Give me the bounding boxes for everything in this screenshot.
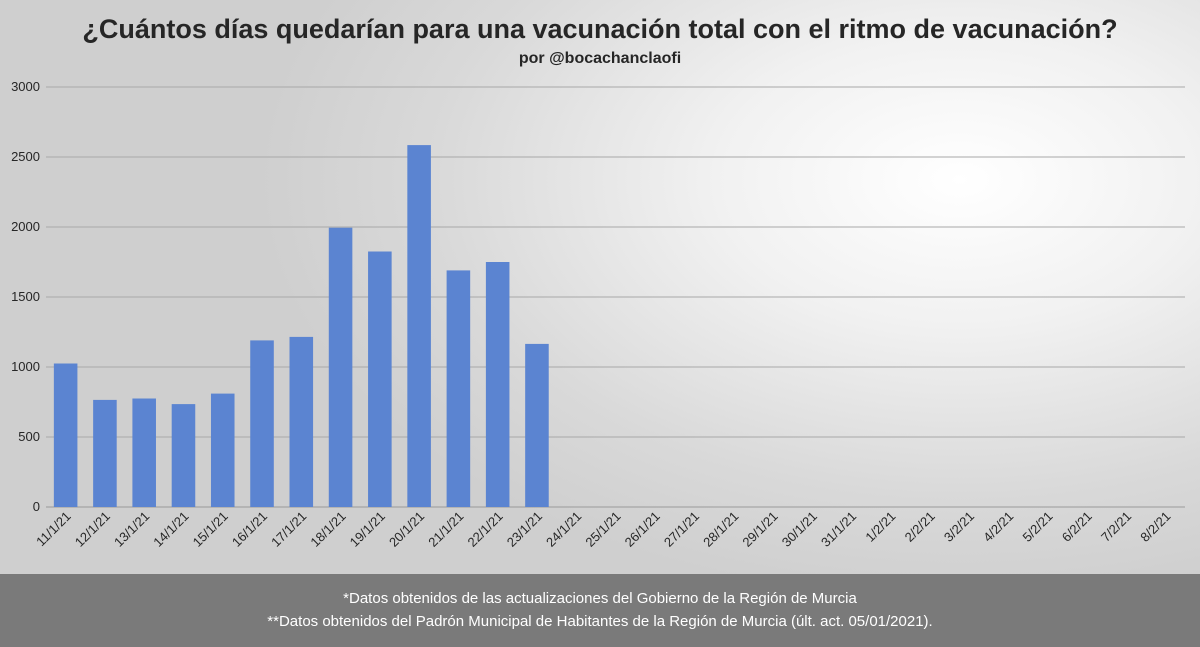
x-tick-label: 26/1/21: [622, 509, 663, 550]
y-tick-label: 3000: [11, 79, 40, 94]
y-tick-label: 1000: [11, 359, 40, 374]
x-tick-label: 22/1/21: [465, 509, 506, 550]
x-tick-label: 20/1/21: [386, 509, 427, 550]
x-tick-label: 29/1/21: [739, 509, 780, 550]
bar-chart: 0 500 1000 1500 2000 2500 3000 11/1/2112/1/2113…: [11, 79, 1185, 550]
bar: [132, 398, 156, 507]
x-tick-label: 18/1/21: [307, 509, 348, 550]
y-tick-label: 2000: [11, 219, 40, 234]
x-tick-label: 14/1/21: [150, 509, 191, 550]
x-tick-label: 12/1/21: [72, 509, 113, 550]
x-tick-label: 31/1/21: [818, 509, 859, 550]
bar: [407, 145, 431, 507]
bar: [171, 404, 196, 507]
x-tick-label: 1/2/21: [862, 509, 898, 545]
x-tick-label: 19/1/21: [347, 509, 388, 550]
bar: [289, 336, 314, 507]
bar: [328, 227, 353, 507]
bar: [485, 262, 510, 507]
footer-notes: *Datos obtenidos de las actualizaciones …: [0, 574, 1200, 647]
x-tick-label: 4/2/21: [980, 509, 1016, 545]
x-tick-label: 7/2/21: [1098, 509, 1134, 545]
x-tick-label: 13/1/21: [111, 509, 152, 550]
bar: [93, 399, 117, 507]
x-tick-label: 8/2/21: [1137, 509, 1173, 545]
x-tick-label: 30/1/21: [779, 509, 820, 550]
footer-note-1: *Datos obtenidos de las actualizaciones …: [343, 590, 857, 607]
y-tick-label: 500: [18, 429, 40, 444]
x-tick-label: 23/1/21: [504, 509, 545, 550]
x-tick-label: 17/1/21: [268, 509, 309, 550]
y-tick-label: 1500: [11, 289, 40, 304]
x-tick-label: 2/2/21: [902, 509, 938, 545]
x-tick-label: 25/1/21: [582, 509, 623, 550]
bar: [368, 251, 392, 507]
bar: [210, 393, 235, 507]
chart-area: ¿Cuántos días quedarían para una vacunac…: [0, 0, 1200, 574]
bar: [53, 363, 78, 507]
bar: [525, 343, 549, 507]
chart-title: ¿Cuántos días quedarían para una vacunac…: [82, 14, 1118, 44]
y-tick-label: 2500: [11, 149, 40, 164]
x-tick-label: 21/1/21: [425, 509, 466, 550]
bar: [446, 270, 471, 507]
y-tick-label: 0: [33, 499, 40, 514]
x-tick-label: 16/1/21: [229, 509, 270, 550]
x-tick-label: 28/1/21: [700, 509, 741, 550]
x-tick-label: 3/2/21: [941, 509, 977, 545]
x-tick-label: 5/2/21: [1019, 509, 1055, 545]
x-tick-label: 24/1/21: [543, 509, 584, 550]
bar: [250, 340, 274, 507]
x-tick-label: 15/1/21: [190, 509, 231, 550]
chart-subtitle: por @bocachanclaofi: [518, 50, 682, 67]
x-tick-label: 11/1/21: [33, 509, 74, 550]
x-tick-label: 27/1/21: [661, 509, 702, 550]
footer-note-2: **Datos obtenidos del Padrón Municipal d…: [267, 613, 933, 630]
x-tick-label: 6/2/21: [1059, 509, 1095, 545]
